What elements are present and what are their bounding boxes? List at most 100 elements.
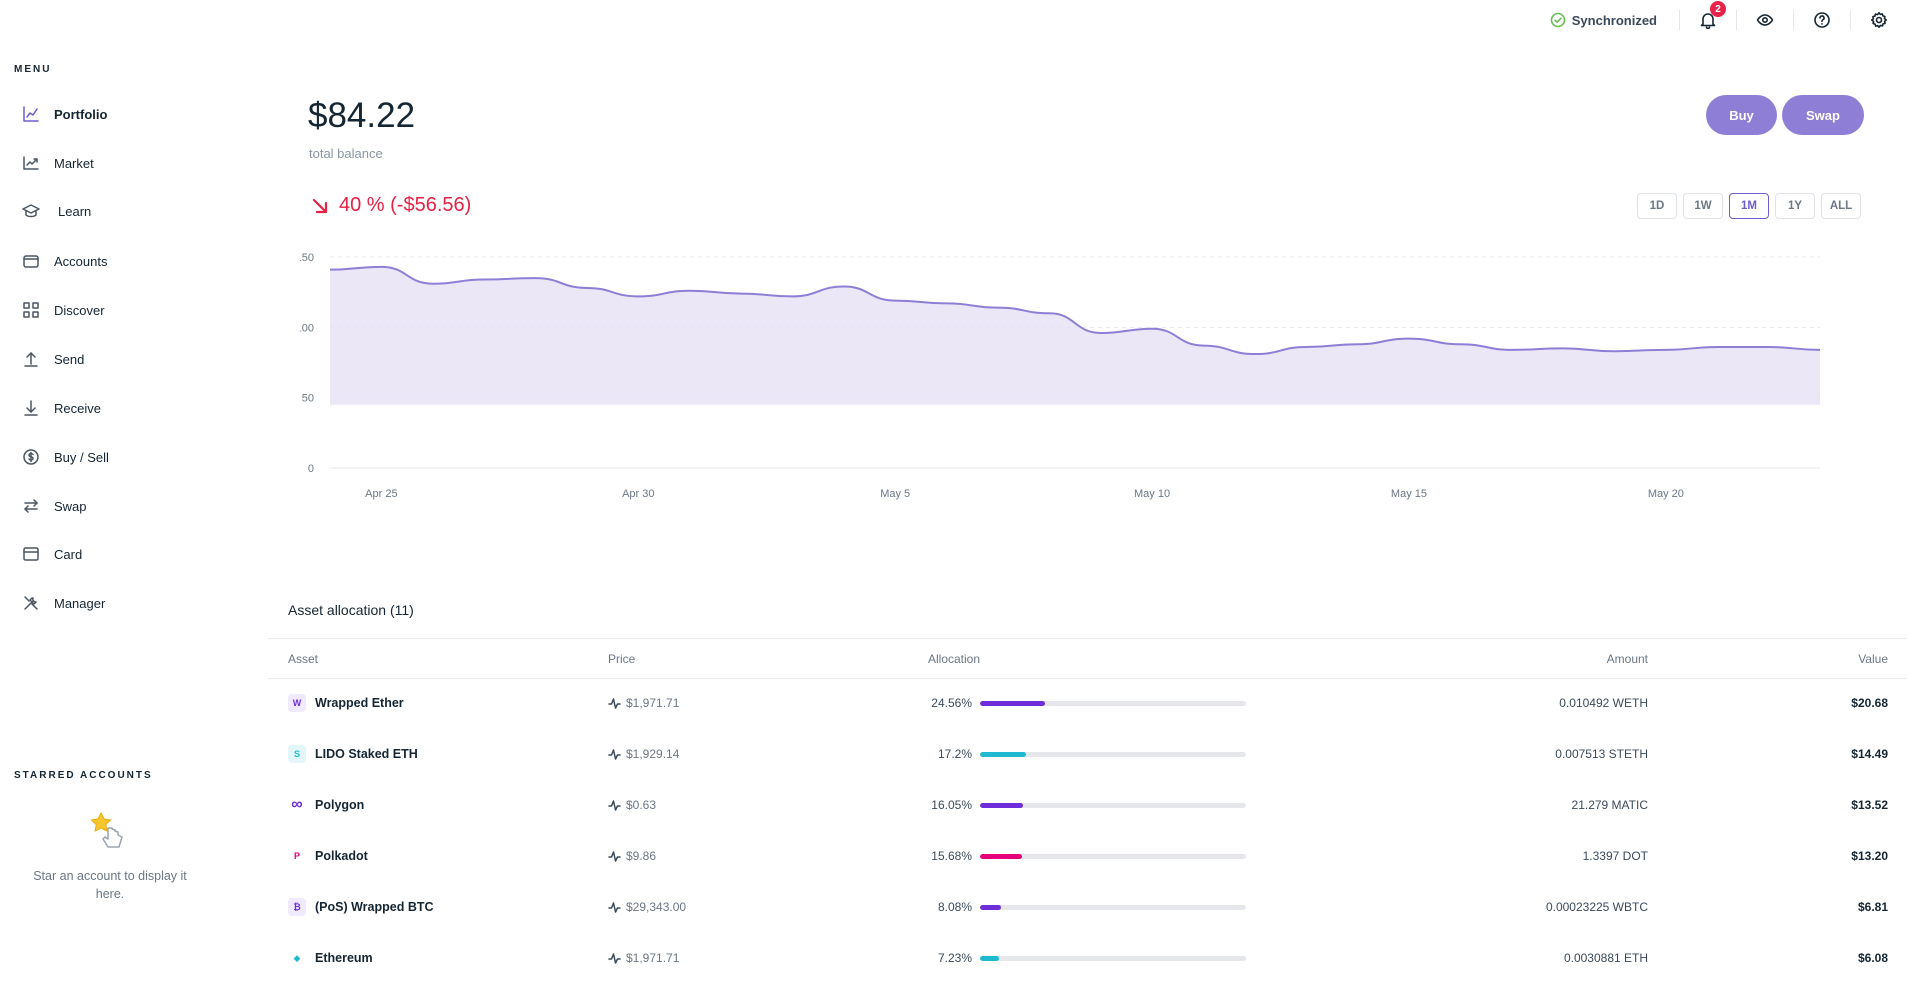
asset-name: (PoS) Wrapped BTC bbox=[315, 900, 434, 914]
sidebar-item-label: Portfolio bbox=[54, 106, 108, 122]
range-1m-button[interactable]: 1M bbox=[1729, 193, 1769, 219]
dollar-circle-icon bbox=[23, 449, 39, 465]
allocation-bar bbox=[980, 752, 1246, 757]
asset-price-value: $1,971.71 bbox=[626, 696, 680, 710]
sync-status[interactable]: Synchronized bbox=[1550, 12, 1657, 28]
sidebar-item-manager[interactable]: Manager bbox=[22, 590, 105, 616]
star-pointer-icon bbox=[90, 811, 123, 848]
pulse-icon bbox=[608, 697, 621, 709]
settings-button[interactable] bbox=[1851, 0, 1907, 40]
sidebar-item-label: Learn bbox=[58, 203, 92, 219]
pulse-icon bbox=[608, 952, 621, 964]
sidebar-item-label: Accounts bbox=[54, 253, 108, 269]
header-value: Value bbox=[1858, 652, 1888, 666]
gear-icon bbox=[1871, 12, 1887, 28]
topbar-divider bbox=[1736, 10, 1737, 30]
card-icon bbox=[23, 547, 39, 561]
sidebar-item-portfolio[interactable]: Portfolio bbox=[22, 101, 107, 127]
allocation-percent: 16.05% bbox=[931, 798, 972, 812]
pulse-icon bbox=[608, 748, 621, 760]
pulse-icon bbox=[608, 850, 621, 862]
sidebar-item-learn[interactable]: Learn bbox=[22, 198, 91, 224]
asset-name: Wrapped Ether bbox=[315, 696, 404, 710]
sidebar-item-label: Market bbox=[54, 155, 94, 171]
asset-price-value: $1,929.14 bbox=[626, 747, 680, 761]
sidebar-item-label: Buy / Sell bbox=[54, 449, 109, 465]
sync-label: Synchronized bbox=[1571, 12, 1657, 28]
asset-price-value: $0.63 bbox=[626, 798, 657, 812]
buy-button[interactable]: Buy bbox=[1706, 95, 1777, 135]
table-row[interactable]: ₿ (PoS) Wrapped BTC $29,343.00 8.08% 0.00023… bbox=[268, 883, 1907, 934]
sidebar-item-label: Receive bbox=[54, 400, 101, 416]
toggle-visibility-button[interactable] bbox=[1737, 0, 1793, 40]
starred-empty-state: Star an account to display it here. bbox=[20, 810, 200, 903]
total-balance-amount: $84.22 bbox=[308, 96, 416, 135]
asset-amount: 0.00023225 WBTC bbox=[1545, 900, 1648, 914]
sidebar-item-market[interactable]: Market bbox=[22, 150, 94, 176]
header-asset: Asset bbox=[288, 652, 319, 666]
sidebar-item-swap[interactable]: Swap bbox=[22, 493, 87, 519]
coin-icon: S bbox=[288, 745, 306, 763]
header-amount: Amount bbox=[1606, 652, 1648, 666]
sidebar: MENU Portfolio Market Learn Accounts Dis… bbox=[0, 0, 230, 990]
help-button[interactable] bbox=[1794, 0, 1850, 40]
asset-value: $14.49 bbox=[1851, 747, 1888, 761]
asset-price: $1,971.71 bbox=[608, 951, 679, 965]
bell-icon bbox=[1700, 13, 1716, 29]
sidebar-item-receive[interactable]: Receive bbox=[22, 395, 101, 421]
x-tick-label: May 5 bbox=[880, 488, 910, 500]
starred-empty-hint: Star an account to display it here. bbox=[33, 869, 187, 901]
table-row[interactable]: S LIDO Staked ETH $1,929.14 17.2% 0.007513 S… bbox=[268, 730, 1907, 781]
y-tick-label: 100 bbox=[300, 322, 314, 334]
x-tick-label: Apr 25 bbox=[365, 488, 397, 500]
allocation-bar-fill bbox=[980, 854, 1022, 859]
asset-amount: 0.007513 STETH bbox=[1555, 747, 1648, 761]
sidebar-item-accounts[interactable]: Accounts bbox=[22, 248, 107, 274]
total-balance-label: total balance bbox=[309, 146, 383, 161]
sidebar-item-label: Discover bbox=[54, 302, 105, 318]
y-tick-label: 150 bbox=[300, 252, 314, 264]
notifications-button[interactable]: 2 bbox=[1680, 0, 1736, 40]
table-row[interactable]: ◆ Ethereum $1,971.71 7.23% 0.0030881 ETH $6.0… bbox=[268, 934, 1907, 985]
x-tick-label: May 15 bbox=[1391, 488, 1427, 500]
portfolio-chart[interactable]: 0 50 100 150 Apr 25 Apr 30 May 5 May 10 May 15 Ma… bbox=[300, 245, 1860, 505]
x-tick-label: May 20 bbox=[1648, 488, 1684, 500]
asset-price: $0.63 bbox=[608, 798, 656, 812]
range-1d-button[interactable]: 1D bbox=[1637, 193, 1677, 219]
asset-price: $29,343.00 bbox=[608, 900, 686, 914]
trend-icon bbox=[23, 156, 39, 170]
sidebar-item-send[interactable]: Send bbox=[22, 346, 84, 372]
sidebar-item-buy-sell[interactable]: Buy / Sell bbox=[22, 444, 109, 470]
allocation-percent: 8.08% bbox=[937, 900, 972, 914]
table-row[interactable]: ∞ Polygon $0.63 16.05% 21.279 MATIC $13.52 bbox=[268, 781, 1907, 832]
x-tick-label: Apr 30 bbox=[622, 488, 654, 500]
range-all-button[interactable]: ALL bbox=[1821, 193, 1861, 219]
starred-accounts-title: STARRED ACCOUNTS bbox=[14, 770, 153, 781]
range-1w-button[interactable]: 1W bbox=[1683, 193, 1723, 219]
range-selector: 1D 1W 1M 1Y ALL bbox=[1637, 193, 1867, 219]
swap-button[interactable]: Swap bbox=[1782, 95, 1864, 135]
allocation-bar-fill bbox=[980, 803, 1023, 808]
balance-change: 40 % (-$56.56) bbox=[311, 194, 471, 217]
table-row[interactable]: P Polkadot $9.86 15.68% 1.3397 DOT $13.20 bbox=[268, 832, 1907, 883]
asset-price: $1,929.14 bbox=[608, 747, 679, 761]
y-tick-label: 0 bbox=[308, 463, 314, 475]
coin-icon: ₿ bbox=[288, 898, 306, 916]
asset-value: $13.52 bbox=[1851, 798, 1888, 812]
asset-value: $6.08 bbox=[1857, 951, 1888, 965]
chart-area bbox=[330, 266, 1820, 405]
coin-icon: W bbox=[288, 694, 306, 712]
table-row[interactable]: W Wrapped Ether $1,971.71 24.56% 0.010492 WE… bbox=[268, 679, 1907, 730]
asset-name: Ethereum bbox=[315, 951, 373, 965]
sidebar-item-discover[interactable]: Discover bbox=[22, 297, 105, 323]
sidebar-item-card[interactable]: Card bbox=[22, 541, 82, 567]
balance-change-value: 40 % (-$56.56) bbox=[339, 194, 472, 216]
allocation-bar bbox=[980, 956, 1246, 961]
allocation-percent: 15.68% bbox=[931, 849, 972, 863]
topbar-divider bbox=[1679, 10, 1680, 30]
asset-name: LIDO Staked ETH bbox=[315, 747, 418, 761]
asset-amount: 1.3397 DOT bbox=[1582, 849, 1648, 863]
allocation-bar bbox=[980, 803, 1246, 808]
range-1y-button[interactable]: 1Y bbox=[1775, 193, 1815, 219]
arrow-down-right-icon bbox=[312, 198, 328, 213]
